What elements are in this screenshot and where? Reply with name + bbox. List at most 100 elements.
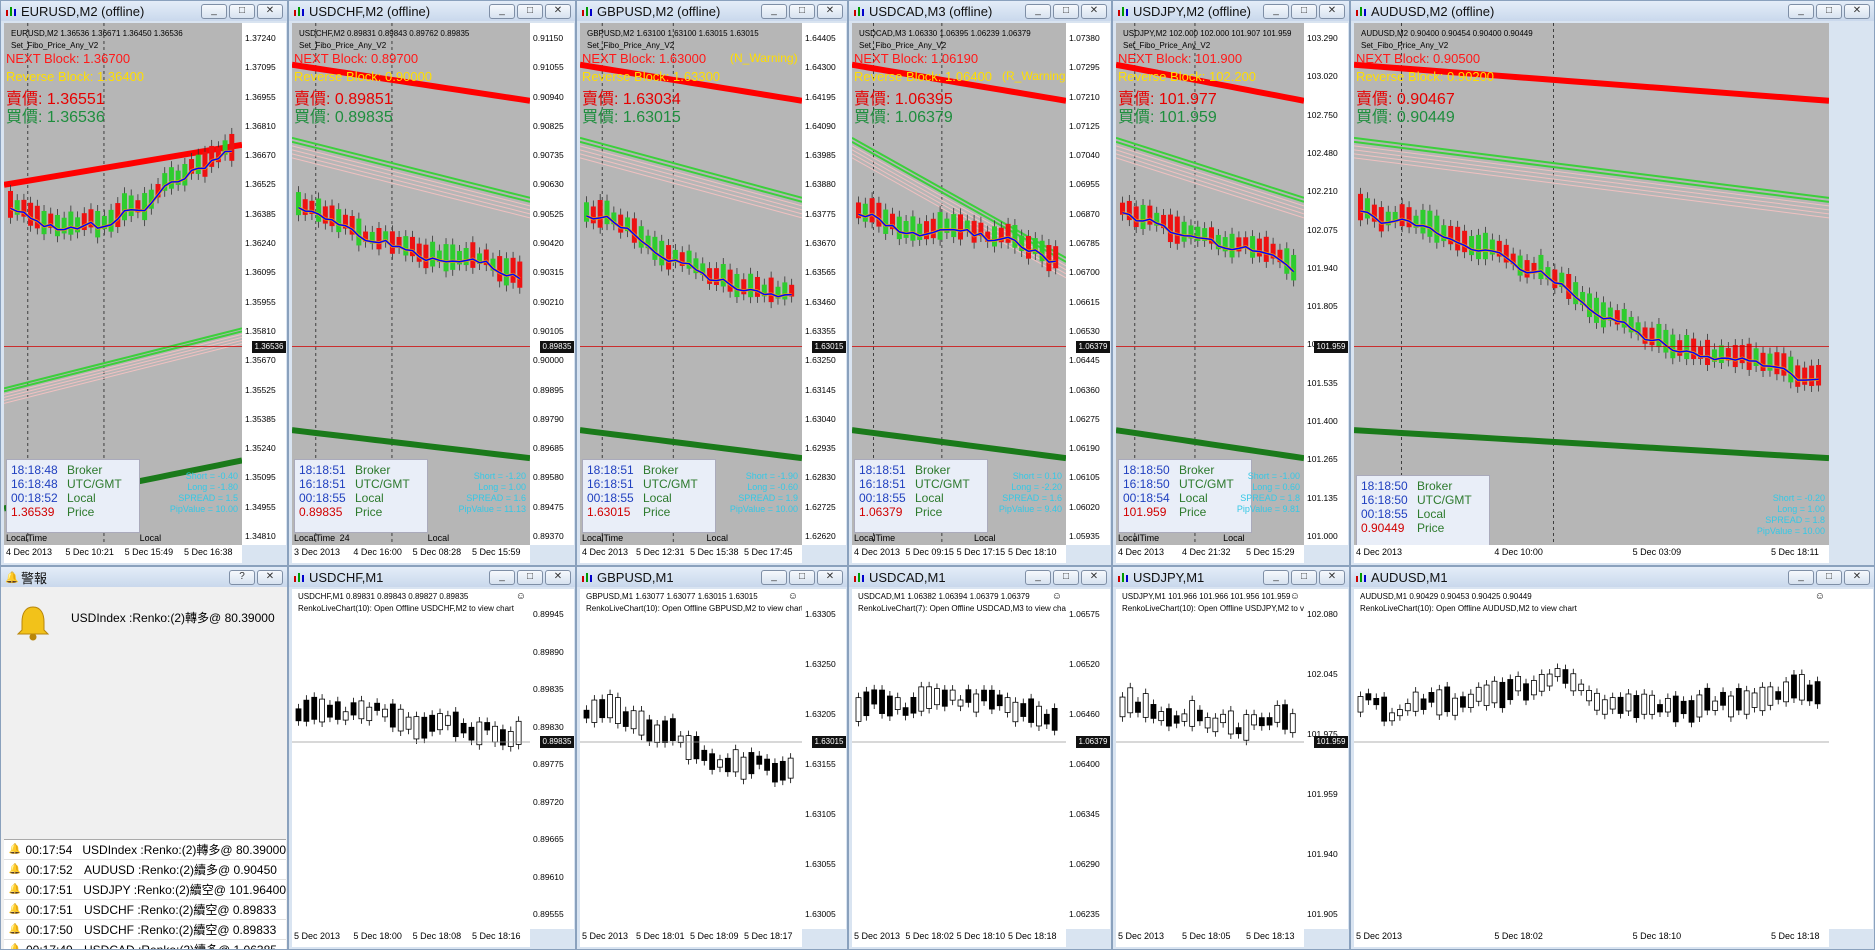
- chart-header: USDCAD,M1 1.06382 1.06394 1.06379 1.0637…: [858, 592, 1030, 601]
- info-value: 101.959: [1123, 505, 1167, 519]
- chart-area[interactable]: USDCHF,M1 0.89831 0.89843 0.89827 0.8983…: [292, 589, 530, 929]
- minimize-button[interactable]: _: [489, 569, 515, 585]
- stat-line: Long = 1.00: [1777, 504, 1825, 514]
- chart-window-gbpusd[interactable]: GBPUSD,M2 (offline) _ □ ✕ GBPUSD,M2 1.63100 …: [576, 0, 848, 566]
- maximize-button[interactable]: □: [1816, 569, 1842, 585]
- window-titlebar[interactable]: USDCHF,M1 _ □ ✕: [289, 567, 575, 587]
- minimize-button[interactable]: _: [761, 569, 787, 585]
- close-button[interactable]: ✕: [817, 3, 843, 19]
- bottom-time-label: LocalTime: [582, 533, 624, 543]
- alert-history-list[interactable]: 🔔 00:17:54 USDIndex :Renko:(2)轉多@ 80.39000…: [4, 839, 286, 949]
- minimize-button[interactable]: _: [1263, 569, 1289, 585]
- help-button[interactable]: ?: [229, 569, 255, 585]
- chart-area[interactable]: USDCAD,M3 1.06330 1.06395 1.06239 1.0637…: [852, 23, 1070, 545]
- price-tick: 102.480: [1307, 147, 1338, 158]
- alert-window[interactable]: 🔔 警報? ✕ USDIndex :Renko:(2)轉多@ 80.39000 🔔 00:…: [0, 566, 288, 950]
- chart-area[interactable]: USDCAD,M1 1.06382 1.06394 1.06379 1.0637…: [852, 589, 1071, 929]
- maximize-button[interactable]: □: [1291, 3, 1317, 19]
- close-button[interactable]: ✕: [257, 3, 283, 19]
- m1-chart-window-usdjpy[interactable]: USDJPY,M1 _ □ ✕ USDJPY,M1 101.966 101.966 10…: [1112, 566, 1350, 950]
- chart-area[interactable]: GBPUSD,M2 1.63100 1.63100 1.63015 1.6301…: [580, 23, 802, 545]
- window-titlebar[interactable]: USDCAD,M3 (offline) _ □ ✕: [849, 1, 1111, 21]
- minimize-button[interactable]: _: [1025, 3, 1051, 19]
- alert-time: 00:17:52: [26, 862, 73, 877]
- chart-window-audusd[interactable]: AUDUSD,M2 (offline) _ □ ✕ AUDUSD,M2 0.90400 …: [1350, 0, 1875, 566]
- chart-area[interactable]: USDCHF,M2 0.89831 0.89843 0.89762 0.8983…: [292, 23, 530, 545]
- alert-row[interactable]: 🔔 00:17:51 USDCHF :Renko:(2)續空@ 0.89833: [4, 900, 286, 920]
- m1-chart-window-audusd[interactable]: AUDUSD,M1 _ □ ✕ AUDUSD,M1 0.90429 0.90453 0.…: [1350, 566, 1875, 950]
- maximize-button[interactable]: □: [1816, 3, 1842, 19]
- current-price-tag: 1.06379: [1076, 736, 1110, 748]
- chart-area[interactable]: EURUSD,M2 1.36536 1.36671 1.36450 1.3653…: [4, 23, 242, 545]
- close-button[interactable]: ✕: [1319, 569, 1345, 585]
- chart-window-usdchf[interactable]: USDCHF,M2 (offline) _ □ ✕ USDCHF,M2 0.89831 …: [288, 0, 576, 566]
- price-tick: 102.210: [1307, 186, 1338, 197]
- window-titlebar[interactable]: USDCHF,M2 (offline) _ □ ✕: [289, 1, 575, 21]
- alert-row[interactable]: 🔔 00:17:51 USDJPY :Renko:(2)續空@ 101.96400: [4, 880, 286, 900]
- maximize-button[interactable]: □: [229, 3, 255, 19]
- chart-area[interactable]: USDJPY,M2 102.000 102.000 101.907 101.95…: [1116, 23, 1304, 545]
- maximize-button[interactable]: □: [1291, 569, 1317, 585]
- minimize-button[interactable]: _: [1788, 569, 1814, 585]
- close-button[interactable]: ✕: [817, 569, 843, 585]
- maximize-button[interactable]: □: [789, 569, 815, 585]
- chart-window-usdjpy[interactable]: USDJPY,M2 (offline) _ □ ✕ USDJPY,M2 102.000 …: [1112, 0, 1350, 566]
- chart-window-usdcad[interactable]: USDCAD,M3 (offline) _ □ ✕ USDCAD,M3 1.06330 …: [848, 0, 1112, 566]
- chart-window-eurusd[interactable]: EURUSD,M2 (offline) _ □ ✕ EURUSD,M2 1.36536 …: [0, 0, 288, 566]
- window-titlebar[interactable]: USDCAD,M1 _ □ ✕: [849, 567, 1111, 587]
- info-label: Local: [915, 491, 944, 505]
- window-titlebar[interactable]: EURUSD,M2 (offline) _ □ ✕: [1, 1, 287, 21]
- close-button[interactable]: ✕: [1319, 3, 1345, 19]
- price-tick: 1.07380: [1069, 33, 1100, 43]
- close-button[interactable]: ✕: [1844, 3, 1870, 19]
- chart-area[interactable]: AUDUSD,M1 0.90429 0.90453 0.90425 0.9044…: [1354, 589, 1829, 929]
- close-button[interactable]: ✕: [257, 569, 283, 585]
- m1-chart-window-usdchf[interactable]: USDCHF,M1 _ □ ✕ USDCHF,M1 0.89831 0.89843 0.…: [288, 566, 576, 950]
- maximize-button[interactable]: □: [789, 3, 815, 19]
- chart-header: GBPUSD,M2 1.63100 1.63100 1.63015 1.6301…: [587, 29, 759, 38]
- minimize-button[interactable]: _: [489, 3, 515, 19]
- m1-chart-window-usdcad[interactable]: USDCAD,M1 _ □ ✕ USDCAD,M1 1.06382 1.06394 1.…: [848, 566, 1112, 950]
- chart-area[interactable]: GBPUSD,M1 1.63077 1.63077 1.63015 1.6301…: [580, 589, 803, 929]
- price-tick: 0.90825: [533, 120, 564, 131]
- window-titlebar[interactable]: USDJPY,M2 (offline) _ □ ✕: [1113, 1, 1349, 21]
- window-titlebar[interactable]: GBPUSD,M1 _ □ ✕: [577, 567, 847, 587]
- alert-row[interactable]: 🔔 00:17:49 USDCAD :Renko:(2)續多@ 1.06385: [4, 940, 286, 950]
- maximize-button[interactable]: □: [1053, 569, 1079, 585]
- minimize-button[interactable]: _: [1788, 3, 1814, 19]
- current-price-tag: 1.63015: [812, 736, 846, 748]
- chart-window-icon: [1117, 571, 1129, 583]
- price-tick: 101.805: [1307, 301, 1338, 312]
- minimize-button[interactable]: _: [201, 3, 227, 19]
- alert-row[interactable]: 🔔 00:17:54 USDIndex :Renko:(2)轉多@ 80.39000: [4, 840, 286, 860]
- window-titlebar[interactable]: AUDUSD,M1 _ □ ✕: [1351, 567, 1874, 587]
- close-button[interactable]: ✕: [1844, 569, 1870, 585]
- chart-area[interactable]: AUDUSD,M2 0.90400 0.90454 0.90400 0.9044…: [1354, 23, 1829, 549]
- close-button[interactable]: ✕: [1081, 569, 1107, 585]
- window-titlebar[interactable]: GBPUSD,M2 (offline) _ □ ✕: [577, 1, 847, 21]
- alert-text: USDJPY :Renko:(2)續空@ 101.96400: [83, 883, 286, 897]
- alert-row[interactable]: 🔔 00:17:50 USDCHF :Renko:(2)續空@ 0.89833: [4, 920, 286, 940]
- window-buttons: _ □ ✕: [489, 3, 571, 19]
- maximize-button[interactable]: □: [1053, 3, 1079, 19]
- close-button[interactable]: ✕: [545, 3, 571, 19]
- minimize-button[interactable]: _: [1025, 569, 1051, 585]
- chart-area[interactable]: USDJPY,M1 101.966 101.966 101.956 101.95…: [1116, 589, 1336, 929]
- maximize-button[interactable]: □: [517, 3, 543, 19]
- close-button[interactable]: ✕: [1081, 3, 1107, 19]
- warning-label: (N_Warning): [730, 51, 798, 65]
- minimize-button[interactable]: _: [1263, 3, 1289, 19]
- price-tick: 0.89720: [533, 796, 564, 807]
- m1-chart-window-gbpusd[interactable]: GBPUSD,M1 _ □ ✕ GBPUSD,M1 1.63077 1.63077 1.…: [576, 566, 848, 950]
- alert-titlebar[interactable]: 🔔 警報? ✕: [1, 567, 287, 587]
- window-titlebar[interactable]: USDJPY,M1 _ □ ✕: [1113, 567, 1349, 587]
- price-tick: 101.905: [1307, 909, 1338, 919]
- maximize-button[interactable]: □: [517, 569, 543, 585]
- reverse-block-label: Reverse Block: 1.63300: [582, 69, 721, 84]
- info-label: UTC/GMT: [1417, 493, 1472, 507]
- close-button[interactable]: ✕: [545, 569, 571, 585]
- window-titlebar[interactable]: AUDUSD,M2 (offline) _ □ ✕: [1351, 1, 1874, 21]
- price-tick: 0.89890: [533, 646, 564, 657]
- alert-row[interactable]: 🔔 00:17:52 AUDUSD :Renko:(2)續多@ 0.90450: [4, 860, 286, 880]
- minimize-button[interactable]: _: [761, 3, 787, 19]
